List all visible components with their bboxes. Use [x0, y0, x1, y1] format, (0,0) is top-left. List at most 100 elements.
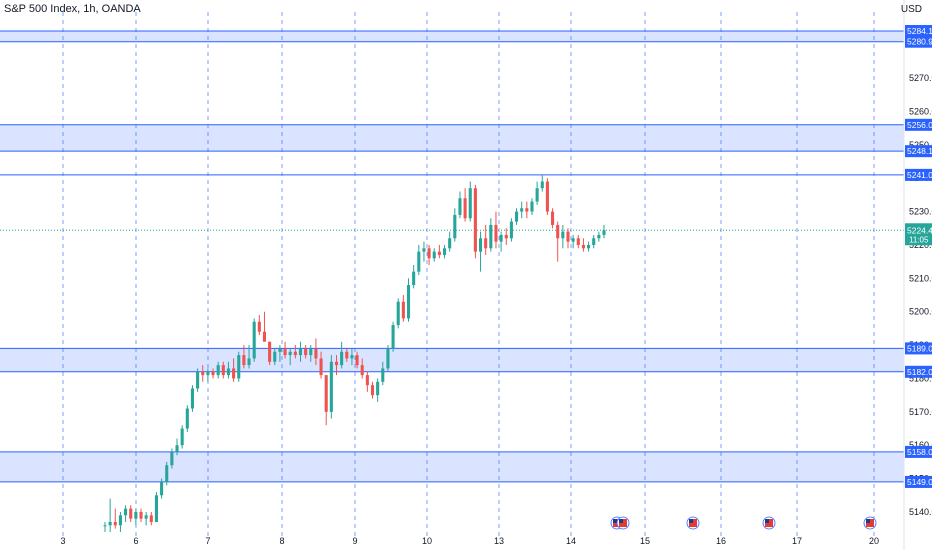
zone-rect	[0, 451, 904, 482]
price-tick-label: 5250.0	[909, 140, 932, 150]
candle-body	[324, 375, 328, 412]
zone-top-price-tag: 5284.1	[907, 26, 932, 36]
candle-body	[355, 355, 359, 366]
candle-body	[180, 428, 184, 446]
zone-bottom-price-tag-bg	[905, 365, 932, 378]
zone-rect	[0, 124, 904, 152]
price-tick-label: 5200.0	[909, 307, 932, 317]
candle-body	[468, 188, 472, 219]
candle-body	[515, 211, 519, 222]
candle-body	[129, 508, 133, 519]
candle-body	[484, 238, 488, 249]
price-tick-label: 5210.0	[909, 273, 932, 283]
candle-body	[350, 355, 354, 359]
candle-body	[592, 238, 596, 245]
zone-layer	[0, 30, 904, 483]
candle-body	[216, 365, 220, 376]
candle-body	[237, 355, 241, 379]
candle-body	[509, 221, 513, 239]
candle-body	[365, 375, 369, 386]
time-tick-label: 7	[205, 536, 210, 546]
event-layer[interactable]	[610, 516, 877, 530]
time-tick-label: 6	[133, 536, 138, 546]
candle-body	[252, 321, 256, 359]
candle-body	[556, 224, 560, 239]
time-tick-label: 9	[352, 536, 357, 546]
candle-body	[478, 238, 483, 252]
zone-bottom-price-tag: 5182.0	[907, 367, 932, 377]
flag-canton	[689, 519, 693, 523]
candle-body	[334, 361, 339, 366]
candle-body	[571, 238, 575, 242]
candle-body	[581, 244, 585, 249]
candle-body	[278, 348, 282, 352]
candle-body	[304, 348, 308, 356]
zone-bottom-price-tag: 5248.1	[907, 146, 932, 156]
candle-body	[370, 385, 375, 396]
zone-bottom-price-tag-bg	[905, 475, 932, 488]
candle-layer	[103, 174, 606, 532]
candle-body	[545, 181, 549, 212]
candle-body	[530, 201, 534, 212]
zone-bottom-price-tag: 5149.0	[907, 477, 932, 487]
flag-canton	[613, 519, 617, 523]
currency-label[interactable]: USD	[900, 4, 922, 15]
candle-body	[134, 511, 138, 519]
us-flag-event-icon[interactable]	[616, 516, 630, 530]
price-tick-label: 5170.0	[909, 407, 932, 417]
time-tick-label: 15	[640, 536, 650, 546]
price-tick-label: 5270.0	[909, 73, 932, 83]
candle-body	[422, 248, 426, 252]
candle-body	[160, 481, 164, 496]
flag-canton	[866, 519, 870, 523]
zone-top-price-tag-bg	[905, 445, 932, 458]
time-tick-label: 13	[494, 536, 504, 546]
candle-body	[149, 515, 153, 522]
current-price-tag-bg	[905, 223, 932, 246]
candle-body	[232, 368, 236, 379]
candle-body	[175, 445, 179, 452]
candle-body	[319, 358, 323, 376]
candle-body	[473, 188, 477, 252]
candle-body	[417, 251, 421, 272]
candle-body	[309, 348, 313, 356]
candle-body	[201, 371, 205, 376]
candle-body	[118, 515, 122, 526]
price-tick-label: 5260.0	[909, 106, 932, 116]
zone-top-price-tag: 5189.0	[907, 343, 932, 353]
candle-body	[206, 371, 210, 376]
zone-bottom-price-tag-bg	[905, 35, 932, 48]
candle-body	[525, 208, 529, 212]
candle-body	[165, 465, 169, 482]
zone-rect	[0, 348, 904, 372]
us-flag-event-icon[interactable]	[686, 516, 700, 530]
candle-body	[154, 495, 158, 522]
candle-body	[268, 341, 272, 362]
candle-body	[329, 361, 333, 412]
candle-body	[463, 198, 467, 219]
candle-body	[427, 248, 431, 259]
time-axis[interactable]: 3 6 7 8 9 10 13 14 15 16 17 20	[60, 536, 879, 546]
candle-body	[108, 521, 112, 526]
zone-top-price-tag-bg	[905, 342, 932, 355]
time-tick-label: 20	[869, 536, 879, 546]
candle-body	[391, 325, 395, 349]
candle-body	[376, 381, 380, 396]
candle-body	[453, 214, 457, 239]
candle-body	[345, 351, 349, 359]
candle-body	[458, 198, 462, 215]
candle-body	[576, 238, 580, 245]
price-axis[interactable]: 5140.05150.05160.05170.05180.05190.05200…	[903, 0, 932, 550]
candle-body	[442, 248, 447, 255]
candle-body	[288, 351, 292, 356]
candle-body	[432, 251, 436, 259]
us-flag-event-icon[interactable]	[762, 516, 776, 530]
candle-body	[448, 238, 452, 249]
zone-top-price-tag-bg	[905, 118, 932, 131]
candle-body	[247, 358, 251, 366]
us-flag-event-icon[interactable]	[863, 516, 877, 530]
time-tick-label: 17	[792, 536, 802, 546]
candle-body	[489, 224, 493, 249]
